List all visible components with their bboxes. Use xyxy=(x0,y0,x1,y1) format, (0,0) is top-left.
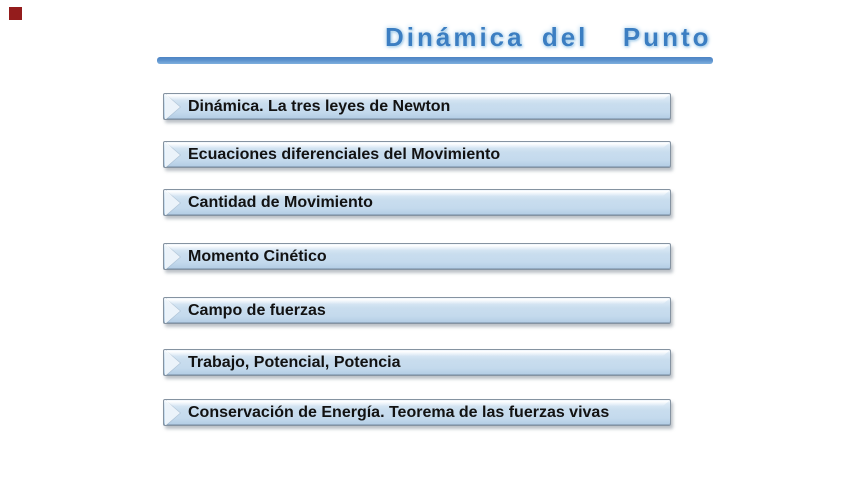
red-square-marker xyxy=(9,7,22,20)
topic-button-label: Dinámica. La tres leyes de Newton xyxy=(188,98,451,115)
left-bevel-decoration xyxy=(165,350,180,375)
topic-button-campo-fuerzas[interactable]: Campo de fuerzas xyxy=(163,297,671,324)
topic-button-momento-cinetico[interactable]: Momento Cinético xyxy=(163,243,671,270)
left-bevel-decoration xyxy=(165,244,180,269)
left-bevel-decoration xyxy=(165,142,180,167)
topic-button-dinamica-leyes-newton[interactable]: Dinámica. La tres leyes de Newton xyxy=(163,93,671,120)
top-shine-decoration xyxy=(165,351,669,356)
left-bevel-decoration xyxy=(165,400,180,425)
left-bevel-decoration xyxy=(165,94,180,119)
left-bevel-decoration xyxy=(165,298,180,323)
topic-button-label: Campo de fuerzas xyxy=(188,302,326,319)
topic-button-conservacion-energia[interactable]: Conservación de Energía. Teorema de las … xyxy=(163,399,671,426)
top-shine-decoration xyxy=(165,401,669,406)
topic-button-trabajo-potencial-potencia[interactable]: Trabajo, Potencial, Potencia xyxy=(163,349,671,376)
top-shine-decoration xyxy=(165,95,669,100)
topic-button-label: Cantidad de Movimiento xyxy=(188,194,373,211)
topic-button-label: Trabajo, Potencial, Potencia xyxy=(188,354,401,371)
top-shine-decoration xyxy=(165,299,669,304)
topic-button-label: Ecuaciones diferenciales del Movimiento xyxy=(188,146,501,163)
page-title: Dinámica del Punto xyxy=(385,22,712,52)
top-shine-decoration xyxy=(165,143,669,148)
top-shine-decoration xyxy=(165,245,669,250)
topic-button-label: Momento Cinético xyxy=(188,248,327,265)
topic-button-ecuaciones-diferenciales[interactable]: Ecuaciones diferenciales del Movimiento xyxy=(163,141,671,168)
topic-button-label: Conservación de Energía. Teorema de las … xyxy=(188,404,610,421)
topic-button-cantidad-movimiento[interactable]: Cantidad de Movimiento xyxy=(163,189,671,216)
title-underline-rule xyxy=(157,57,713,64)
left-bevel-decoration xyxy=(165,190,180,215)
top-shine-decoration xyxy=(165,191,669,196)
